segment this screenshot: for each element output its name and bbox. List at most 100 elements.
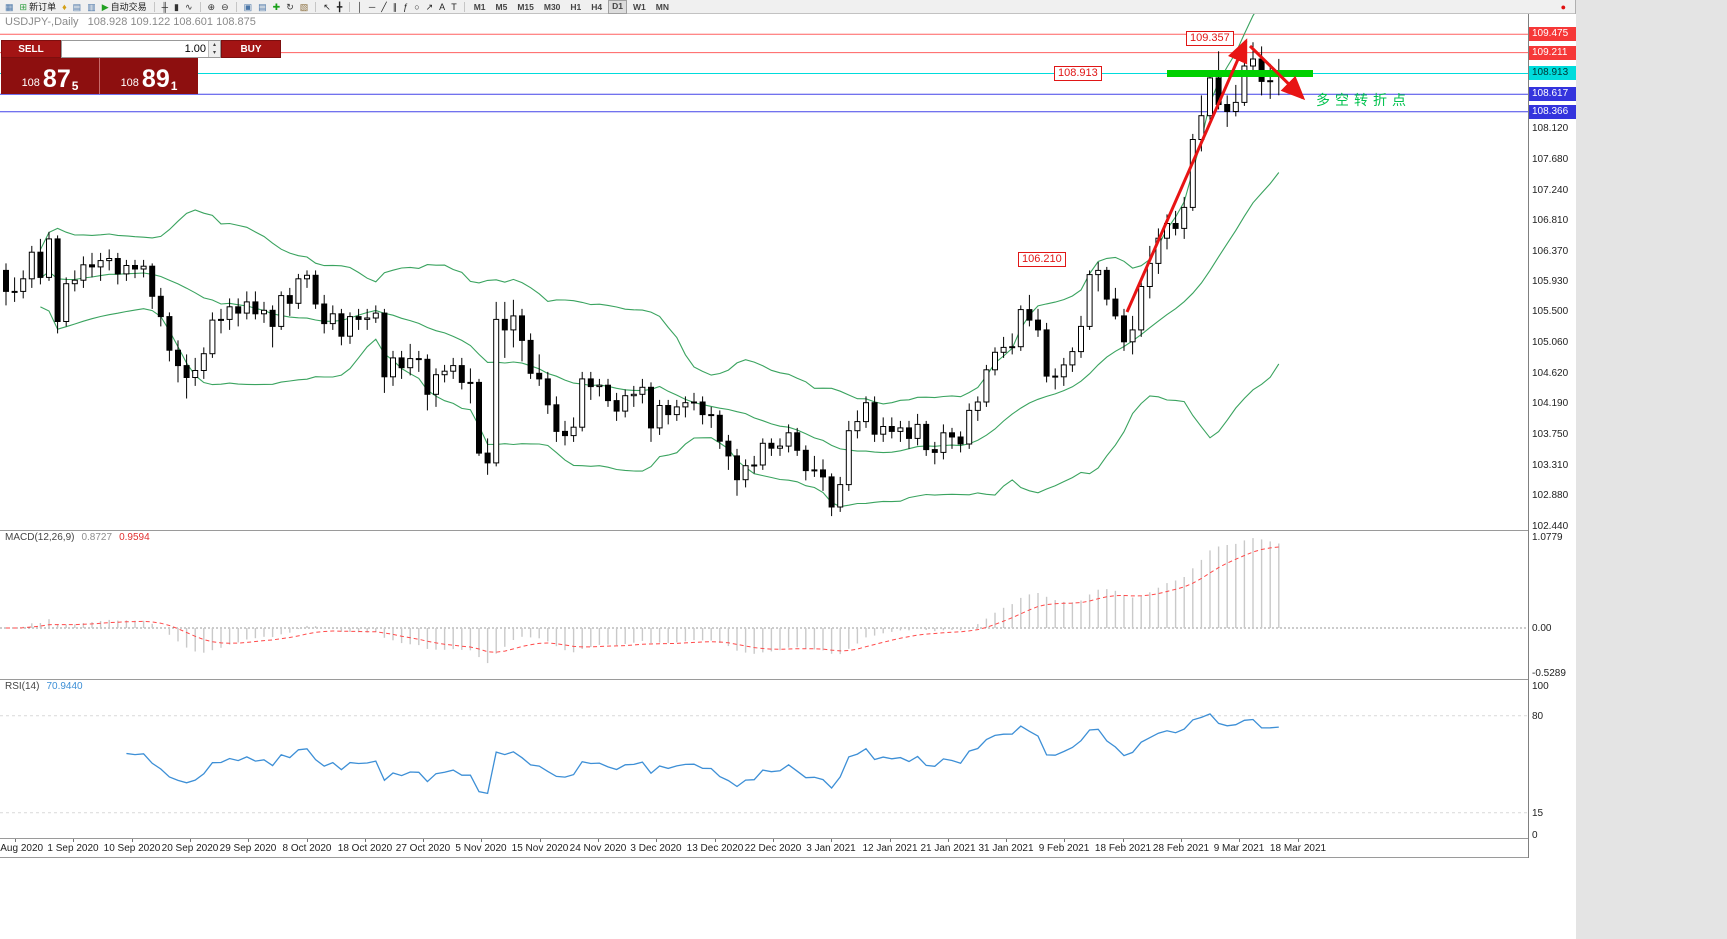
timeframe-m30-button[interactable]: M30 bbox=[543, 1, 561, 12]
chart-window-icon: ▦ bbox=[5, 1, 14, 12]
horizontal-line-icon[interactable]: ─ bbox=[367, 1, 377, 13]
new-order-button-label: 新订单 bbox=[29, 2, 57, 12]
tile-windows-icon[interactable]: ▣ bbox=[242, 1, 255, 13]
macd-axis-label: 0.00 bbox=[1532, 623, 1552, 634]
vertical-line-icon: │ bbox=[357, 1, 363, 12]
toolbar-separator bbox=[153, 1, 155, 12]
date-tick bbox=[423, 839, 424, 842]
price-line-tag[interactable]: 108.366 bbox=[1529, 105, 1576, 119]
trendline-icon[interactable]: ╱ bbox=[379, 1, 388, 13]
candlestick-chart-icon[interactable]: ▮ bbox=[172, 1, 181, 13]
zoom-in-icon[interactable]: ⊕ bbox=[206, 1, 218, 13]
rsi-label-row: RSI(14) 70.9440 bbox=[5, 681, 83, 692]
rsi-line bbox=[126, 713, 1279, 795]
date-tick bbox=[715, 839, 716, 842]
panel-separator[interactable] bbox=[0, 679, 1576, 680]
horizontal-line-icon: ─ bbox=[368, 1, 376, 12]
main-price-chart[interactable] bbox=[0, 14, 1528, 530]
price-annotation-label[interactable]: 106.210 bbox=[1018, 252, 1066, 267]
timeframe-w1-button[interactable]: W1 bbox=[633, 1, 646, 12]
panel-separator[interactable] bbox=[0, 530, 1576, 531]
price-line-tag[interactable]: 108.617 bbox=[1529, 87, 1576, 101]
volume-up-button[interactable]: ▴ bbox=[209, 41, 220, 49]
price-line-tag[interactable]: 109.475 bbox=[1529, 27, 1576, 41]
price-annotation-label[interactable]: 109.357 bbox=[1186, 31, 1234, 46]
zoom-out-icon[interactable]: ⊖ bbox=[219, 1, 231, 13]
chart-ohlc-info: USDJPY-,Daily 108.928 109.122 108.601 10… bbox=[5, 16, 262, 28]
market-watch-icon[interactable]: ▤ bbox=[71, 1, 84, 13]
macd-indicator-panel[interactable] bbox=[0, 531, 1528, 679]
templates-icon[interactable]: ▧ bbox=[298, 1, 311, 13]
date-label: 31 Jan 2021 bbox=[978, 843, 1034, 854]
timeframe-h4-button[interactable]: H4 bbox=[591, 1, 603, 12]
indicators-button[interactable]: ✚ bbox=[271, 1, 283, 13]
chart-window-icon[interactable]: ▦ bbox=[3, 1, 16, 13]
text-icon[interactable]: A bbox=[437, 1, 447, 13]
trend-arrow[interactable] bbox=[1125, 38, 1248, 313]
date-tick bbox=[132, 839, 133, 842]
date-label: 8 Oct 2020 bbox=[282, 843, 332, 854]
toolbar-separator bbox=[199, 1, 201, 12]
toolbar-separator bbox=[349, 1, 351, 12]
timeframe-d1-button[interactable]: D1 bbox=[608, 0, 628, 14]
date-tick bbox=[890, 839, 891, 842]
date-label: 18 Mar 2021 bbox=[1269, 843, 1327, 854]
timeframe-m15-button[interactable]: M15 bbox=[517, 1, 534, 12]
price-line-tag[interactable]: 108.913 bbox=[1529, 66, 1576, 80]
notification-icon[interactable]: ● bbox=[1560, 1, 1566, 12]
timeframe-mn-button[interactable]: MN bbox=[655, 1, 670, 12]
sell-button[interactable]: SELL bbox=[1, 40, 61, 58]
sell-price[interactable]: 108 87 5 bbox=[1, 58, 100, 94]
price-axis[interactable]: 108.120 107.680 107.240 106.810 106.370 105.9… bbox=[1528, 14, 1576, 858]
navigator-icon: ▥ bbox=[87, 1, 96, 12]
arrows-icon[interactable]: ↗ bbox=[424, 1, 436, 13]
volume-down-button[interactable]: ▾ bbox=[209, 49, 220, 57]
toolbar-separator bbox=[463, 1, 465, 12]
shapes-icon[interactable]: ○ bbox=[412, 1, 421, 13]
timeframe-m1-button[interactable]: M1 bbox=[473, 1, 486, 12]
trend-arrow[interactable] bbox=[1248, 44, 1306, 101]
rsi-indicator-panel[interactable] bbox=[0, 680, 1528, 838]
price-tick-label: 107.680 bbox=[1532, 154, 1569, 165]
bar-chart-icon[interactable]: ╫ bbox=[160, 1, 170, 13]
date-tick bbox=[248, 839, 249, 842]
vertical-line-icon[interactable]: │ bbox=[355, 1, 365, 13]
date-tick bbox=[598, 839, 599, 842]
shapes-icon: ○ bbox=[414, 1, 420, 12]
buy-price[interactable]: 108 89 1 bbox=[100, 58, 198, 94]
rsi-axis-label: 0 bbox=[1532, 830, 1538, 841]
timeframe-h1-button[interactable]: H1 bbox=[570, 1, 582, 12]
macd-axis-label: -0.5289 bbox=[1532, 668, 1566, 679]
chart-window: USDJPY-,Daily 108.928 109.122 108.601 10… bbox=[0, 14, 1576, 858]
price-annotation-label[interactable]: 108.913 bbox=[1054, 66, 1102, 81]
deposit-icon[interactable]: ♦ bbox=[60, 1, 69, 13]
price-tick-label: 104.190 bbox=[1532, 398, 1569, 409]
data-window-icon[interactable]: ▤ bbox=[256, 1, 269, 13]
support-level-bar[interactable] bbox=[1167, 70, 1313, 77]
price-line-tag[interactable]: 109.211 bbox=[1529, 46, 1576, 60]
navigator-icon[interactable]: ▥ bbox=[85, 1, 98, 13]
macd-name: MACD(12,26,9) bbox=[5, 532, 75, 543]
cursor-icon[interactable]: ↖ bbox=[321, 1, 333, 13]
buy-button[interactable]: BUY bbox=[221, 40, 281, 58]
autotrading-button[interactable]: ▶ 自动交易 bbox=[100, 1, 149, 13]
ohlc-values: 108.928 109.122 108.601 108.875 bbox=[87, 16, 256, 28]
date-tick bbox=[1298, 839, 1299, 842]
trade-panel-prices: 108 87 5 108 89 1 bbox=[1, 58, 198, 94]
timeframe-m5-button[interactable]: M5 bbox=[495, 1, 508, 12]
date-label: 10 Sep 2020 bbox=[103, 843, 161, 854]
chinese-note-label[interactable]: 多空转折点 bbox=[1316, 92, 1411, 108]
new-order-button[interactable]: ⊞ 新订单 bbox=[18, 1, 59, 13]
fibonacci-icon[interactable]: ƒ bbox=[401, 1, 410, 13]
date-label: 27 Oct 2020 bbox=[395, 843, 451, 854]
volume-input[interactable] bbox=[62, 41, 208, 57]
line-chart-icon[interactable]: ∿ bbox=[183, 1, 195, 13]
date-label: 3 Jan 2021 bbox=[806, 843, 856, 854]
channel-icon[interactable]: ∥ bbox=[391, 1, 400, 13]
date-label: 21 Jan 2021 bbox=[920, 843, 976, 854]
trade-panel-controls: SELL ▴ ▾ BUY bbox=[1, 40, 281, 58]
crosshair-icon[interactable]: ╋ bbox=[335, 1, 344, 13]
period-icon[interactable]: ↻ bbox=[284, 1, 296, 13]
text-label-icon[interactable]: T bbox=[449, 1, 459, 13]
